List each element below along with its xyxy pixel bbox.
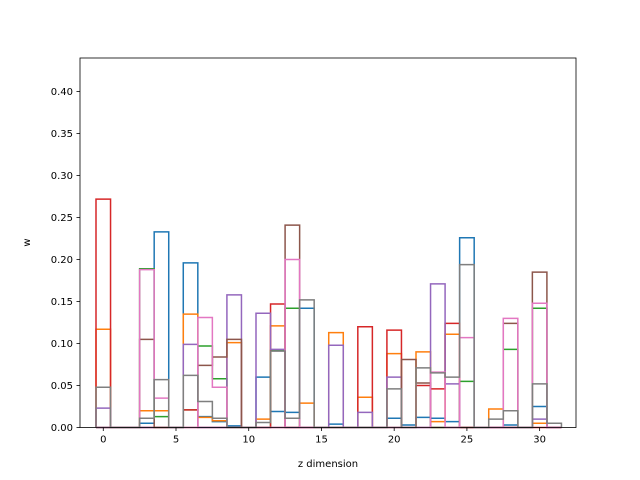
x-tick-label-1: 5 [173, 435, 179, 446]
y-tick-label-2: 0.10 [51, 339, 73, 350]
x-tick-label-0: 0 [100, 435, 106, 446]
x-axis: 0 5 10 15 20 25 30 [100, 427, 546, 446]
x-axis-label: z dimension [298, 459, 358, 470]
x-tick-label-2: 10 [242, 435, 255, 446]
y-tick-label-6: 0.30 [51, 171, 73, 182]
y-axis-label: w [22, 238, 33, 246]
y-tick-label-1: 0.05 [51, 381, 73, 392]
x-tick-label-3: 15 [315, 435, 328, 446]
x-tick-label-6: 30 [533, 435, 546, 446]
plot-frame [79, 57, 577, 428]
y-tick-label-4: 0.20 [51, 255, 73, 266]
y-axis: 0.00 0.05 0.10 0.15 0.20 0.25 0.30 0.35 0.40 [51, 87, 80, 434]
x-tick-label-4: 20 [388, 435, 401, 446]
y-tick-label-8: 0.40 [51, 87, 73, 98]
y-tick-label-5: 0.25 [51, 213, 73, 224]
x-tick-label-5: 25 [461, 435, 474, 446]
y-tick-label-7: 0.35 [51, 129, 73, 140]
y-tick-label-0: 0.00 [51, 423, 73, 434]
y-tick-label-3: 0.15 [51, 297, 73, 308]
